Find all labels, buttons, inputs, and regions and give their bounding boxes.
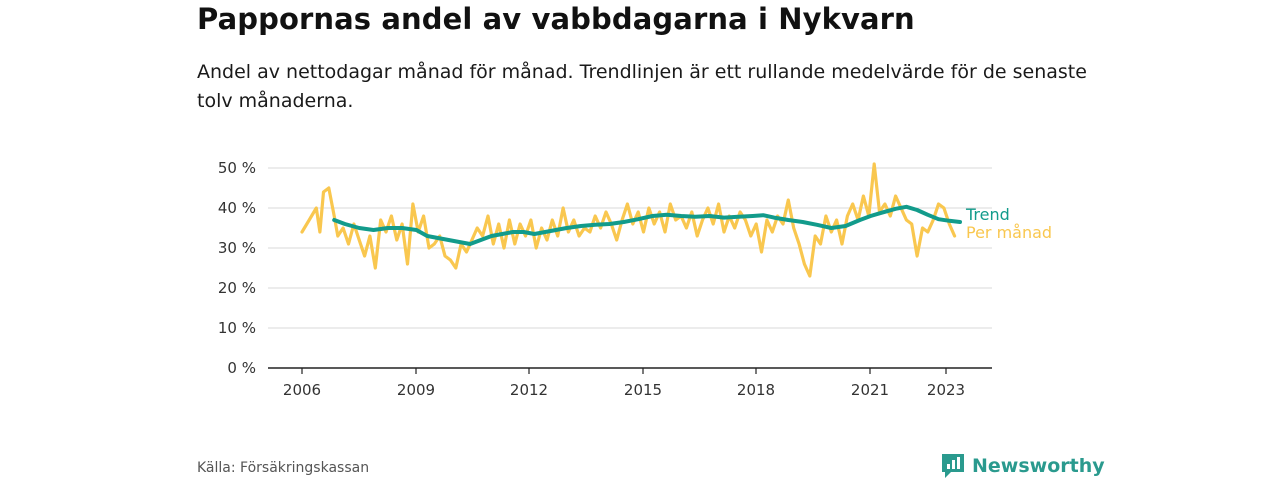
newsworthy-icon	[942, 454, 964, 478]
brand-name: Newsworthy	[972, 455, 1105, 477]
chart-subtitle: Andel av nettodagar månad för månad. Tre…	[197, 61, 1087, 112]
brand-logo: Newsworthy	[940, 452, 1105, 480]
source-note: Källa: Försäkringskassan	[197, 460, 370, 476]
y-tick-label: 0 %	[227, 359, 256, 377]
series-label-trend: Trend	[965, 205, 1010, 224]
x-tick-label: 2015	[624, 381, 662, 399]
x-tick-label: 2009	[397, 381, 435, 399]
x-tick-label: 2006	[283, 381, 321, 399]
series-label-per-manad: Per månad	[966, 223, 1052, 242]
y-tick-label: 40 %	[218, 199, 256, 217]
y-tick-label: 20 %	[218, 279, 256, 297]
y-tick-label: 50 %	[218, 159, 256, 177]
x-tick-label: 2012	[510, 381, 548, 399]
x-tick-label: 2021	[851, 381, 889, 399]
x-tick-label: 2023	[927, 381, 965, 399]
x-tick-label: 2018	[737, 381, 775, 399]
line-chart: 0 % 10 % 20 % 30 % 40 % 50 % 2006 2009 2012 2015…	[218, 159, 1052, 399]
y-axis-ticks: 0 % 10 % 20 % 30 % 40 % 50 %	[218, 159, 256, 377]
series-line-trend	[332, 204, 962, 246]
chart-title: Pappornas andel av vabbdagarna i Nykvarn	[197, 2, 915, 36]
x-axis-ticks: 2006 2009 2012 2015 2018 2021 2023	[283, 368, 965, 399]
y-tick-label: 10 %	[218, 319, 256, 337]
y-tick-label: 30 %	[218, 239, 256, 257]
